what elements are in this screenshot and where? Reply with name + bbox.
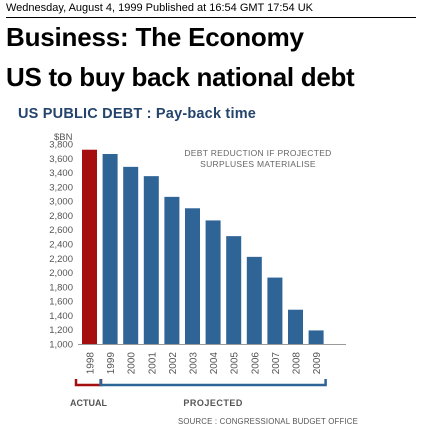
chart-title: US PUBLIC DEBT : Pay-back time: [18, 106, 257, 122]
bar-2009: [308, 330, 324, 344]
x-tick-label: 2007: [271, 352, 282, 375]
y-tick-label: 2,800: [49, 211, 73, 222]
x-tick-label: 2009: [312, 352, 323, 375]
y-tick-label: 1,600: [49, 297, 73, 308]
x-tick-label: 1999: [106, 352, 117, 375]
x-tick-label: 2000: [127, 352, 138, 375]
annotation-line: DEBT REDUCTION IF PROJECTED: [184, 148, 331, 158]
projected-bracket: [99, 379, 327, 387]
bar-2006: [246, 256, 262, 344]
y-tick-label: 3,200: [49, 182, 73, 193]
x-tick-label: 1998: [86, 352, 97, 375]
y-tick-label: 2,000: [49, 268, 73, 279]
bar-2007: [267, 277, 283, 344]
header-rule: [6, 17, 416, 18]
x-tick-label: 2001: [147, 352, 158, 375]
y-axis-label: $BN: [54, 132, 73, 143]
x-tick-label: 2006: [250, 352, 261, 375]
bar-2000: [123, 166, 139, 344]
y-tick-label: 3,600: [49, 154, 73, 165]
dateline: Wednesday, August 4, 1999 Published at 1…: [6, 2, 313, 14]
x-tick-label: 2008: [292, 352, 303, 375]
annotation-line: SURPLUSES MATERIALISE: [200, 159, 316, 169]
bar-1998: [82, 149, 97, 344]
x-tick-label: 2005: [230, 352, 241, 375]
bar-2003: [185, 208, 200, 344]
headline: US to buy back national debt: [6, 62, 355, 92]
bar-2002: [164, 196, 180, 344]
bar-2005: [226, 236, 242, 344]
legend-projected: PROJECTED: [183, 398, 243, 408]
y-tick-label: 3,400: [49, 168, 73, 179]
y-tick-label: 2,400: [49, 240, 73, 251]
y-tick-label: 1,400: [49, 311, 73, 322]
y-tick-label: 3,000: [49, 197, 73, 208]
x-tick-label: 2003: [189, 352, 200, 375]
y-tick-label: 3,800: [49, 140, 73, 151]
legend-actual: ACTUAL: [70, 398, 107, 408]
x-tick-label: 2002: [168, 352, 179, 375]
y-tick-label: 2,200: [49, 254, 73, 265]
bar-1999: [102, 154, 118, 344]
source-note: SOURCE : CONGRESSIONAL BUDGET OFFICE: [178, 417, 358, 426]
bar-2004: [205, 220, 221, 344]
y-tick-label: 1,200: [49, 325, 73, 336]
x-tick-label: 2004: [209, 352, 220, 375]
y-tick-label: 2,600: [49, 225, 73, 236]
y-tick-label: 1,800: [49, 282, 73, 293]
bar-2008: [288, 309, 303, 344]
section-title: Business: The Economy: [6, 22, 304, 52]
actual-bracket: [74, 379, 103, 387]
y-tick-label: 1,000: [49, 340, 73, 351]
bar-2001: [143, 176, 159, 344]
